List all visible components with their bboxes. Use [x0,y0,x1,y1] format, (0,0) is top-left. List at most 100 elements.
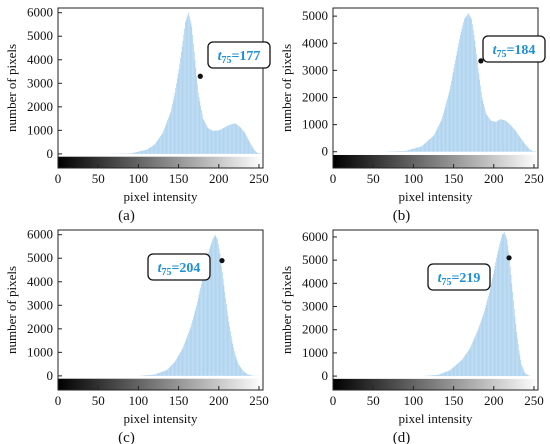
histogram-bar [238,365,240,376]
histogram-bar [425,142,427,152]
histogram-bar [507,122,509,152]
histogram-bar [524,372,526,377]
histogram-bar [200,287,201,376]
histogram-bar [492,277,493,377]
histogram-bar [440,373,442,377]
histogram-bar [152,374,153,376]
histogram-bar [246,373,247,376]
histogram-bar [451,80,452,152]
threshold-label: t75=184 [493,43,536,60]
histogram-bar [410,149,412,152]
histogram-bar [489,288,491,377]
histogram-bar [476,54,477,152]
histogram-bar [205,123,206,154]
threshold-label-box [427,263,491,291]
histogram-bar [236,124,238,154]
histogram-bar [488,117,489,152]
histogram-bar [513,129,515,152]
histogram-bar [230,335,232,376]
histogram-bar [512,127,513,152]
histogram-bar [252,147,254,154]
histogram-bar [496,257,497,377]
histogram-bar [480,322,481,377]
histogram-bar [175,88,177,154]
histogram-bar [213,130,215,154]
histogram-bar [153,144,155,154]
histogram-bar [417,147,419,152]
histogram-bar [461,28,463,152]
y-tick-label: 4000 [27,274,53,289]
histogram-bar [169,366,171,376]
histogram-bar [430,375,431,377]
histogram-bars [382,13,538,152]
histogram-bar [249,142,251,154]
histogram-bar [203,120,205,154]
histogram-bar [157,139,159,154]
histogram-bar [197,301,198,376]
intensity-gradient-bar [333,378,538,390]
histogram-bar [491,120,493,152]
histogram-bar [481,97,483,152]
histogram-bar [168,117,169,154]
histogram-bar [498,247,500,377]
histogram-bar [509,266,511,377]
histogram-bar [140,151,141,154]
histogram-bar [514,130,516,152]
histogram-bar [436,374,438,377]
histogram-bar [254,150,255,154]
histogram-bar [224,127,226,154]
histogram-bar [427,141,428,152]
histogram-bar [165,370,167,376]
histogram-bar [464,17,466,152]
histogram-bar [220,129,222,154]
histogram-bar [210,129,212,154]
histogram-bar [517,133,518,152]
histogram-bar [240,127,242,154]
histogram-bar [492,121,494,152]
histogram-bar [229,124,230,154]
histogram-bar [443,372,444,377]
histogram-bar [226,310,228,376]
threshold-point [219,257,225,264]
histogram-bar [146,375,148,376]
histogram-bar [199,291,201,376]
histogram-bar [159,372,160,376]
histogram-bar [181,349,183,376]
histogram-bar [521,366,523,377]
histogram-bar [467,351,468,377]
histogram-bar [456,364,458,377]
histogram-bar [192,320,193,376]
histogram-bar [448,92,450,152]
histogram-bar [505,120,506,152]
histogram-bar [190,23,192,154]
histogram-bar [435,375,436,377]
histogram-bar [250,375,252,376]
histogram-bar [140,150,142,154]
x-tick-label: 150 [169,393,189,408]
histogram-bar [473,338,475,377]
histogram-bar [187,15,189,154]
histogram-bar [483,313,485,377]
histogram-bar [242,129,243,154]
histogram-bar [528,375,530,377]
histogram-bar [458,362,460,377]
histogram-bar [217,130,219,154]
histogram-bar [525,144,526,152]
histogram-bar [470,17,472,152]
x-tick-label: 50 [92,171,105,186]
histogram-bar [178,69,180,154]
histogram-bar [419,147,420,152]
chart-panel-c: 0 1000 2000 3000 4000 5000 6000 0 50 100 150 200 250… [4,227,269,444]
x-tick-label: 250 [249,393,269,408]
histogram-bar [172,104,173,154]
histogram-bar [192,35,193,154]
histogram-bar [189,328,191,376]
histogram-bar [400,151,402,152]
histogram-bar [522,368,524,377]
histogram-bar [164,370,165,376]
histogram-bar [398,151,399,152]
histogram-bar [472,29,474,152]
histogram-bar [205,124,207,154]
histogram-bar [510,274,512,377]
threshold-label: t75=204 [158,261,201,278]
